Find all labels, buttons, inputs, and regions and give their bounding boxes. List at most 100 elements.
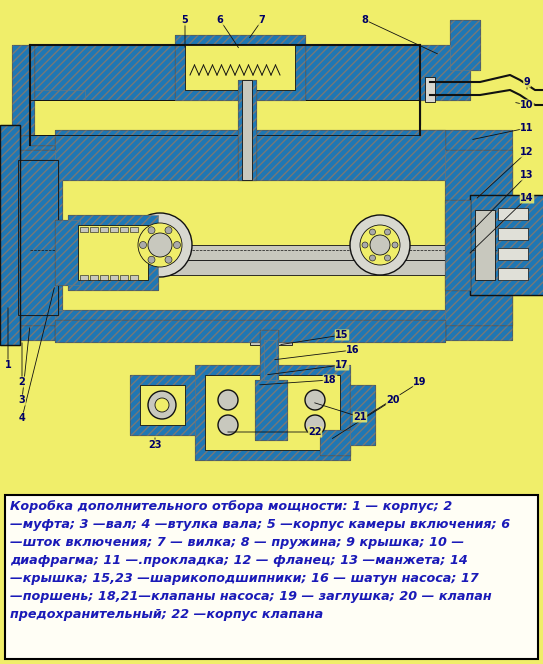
Text: 15: 15 [335, 330, 349, 340]
Circle shape [218, 415, 238, 435]
Text: 23: 23 [148, 440, 162, 450]
Bar [0, 125, 20, 345]
Circle shape [128, 213, 192, 277]
Circle shape [369, 255, 376, 261]
Text: 6: 6 [217, 15, 223, 25]
Bar [55, 220, 80, 285]
Circle shape [362, 242, 368, 248]
Bar [78, 225, 148, 280]
Bar [100, 275, 108, 280]
Bar [242, 80, 252, 180]
Circle shape [165, 256, 172, 263]
Bar [55, 260, 445, 275]
Bar [90, 275, 98, 280]
Bar [140, 385, 185, 425]
Bar [450, 20, 480, 70]
Bar [30, 45, 420, 100]
Bar [370, 100, 420, 125]
Bar [30, 45, 420, 100]
Bar [264, 340, 276, 380]
Text: 21: 21 [353, 412, 367, 422]
Text: 11: 11 [520, 123, 534, 133]
Text: 2: 2 [18, 377, 26, 387]
Bar [12, 45, 34, 135]
Bar [12, 150, 62, 325]
Bar [18, 160, 58, 315]
Bar [18, 160, 58, 315]
Text: 8: 8 [362, 15, 369, 25]
Bar [350, 385, 375, 445]
Bar [68, 215, 158, 290]
Bar [498, 208, 528, 220]
Bar [30, 90, 85, 145]
Bar [260, 330, 278, 400]
Bar [445, 150, 512, 325]
Bar [12, 130, 512, 340]
Bar [100, 227, 108, 232]
Bar [110, 227, 118, 232]
Bar [130, 275, 138, 280]
Bar [120, 227, 128, 232]
Circle shape [148, 256, 155, 263]
Text: 5: 5 [181, 15, 188, 25]
Bar [498, 268, 528, 280]
Bar [130, 227, 138, 232]
Bar [0, 125, 20, 345]
Text: 3: 3 [18, 395, 26, 405]
Bar [470, 195, 543, 295]
Bar [470, 195, 543, 295]
Bar [420, 45, 470, 100]
Bar [30, 100, 420, 135]
Text: 19: 19 [413, 377, 427, 387]
Text: Коробка дополнительного отбора мощности: 1 — корпус; 2
—муфта; 3 —вал; 4 —втулка: Коробка дополнительного отбора мощности:… [10, 500, 510, 621]
Circle shape [305, 415, 325, 435]
Bar [55, 310, 445, 340]
Circle shape [305, 390, 325, 410]
Bar [110, 275, 118, 280]
Circle shape [148, 391, 176, 419]
Circle shape [218, 390, 238, 410]
Bar [55, 320, 445, 342]
Bar [68, 215, 158, 290]
Bar [498, 228, 528, 240]
Bar [55, 245, 445, 260]
Bar [195, 365, 350, 460]
Circle shape [384, 255, 390, 261]
Circle shape [148, 233, 172, 257]
Bar [130, 375, 195, 435]
Bar [445, 150, 512, 325]
Text: 10: 10 [520, 100, 534, 110]
Bar [320, 430, 350, 455]
Text: 13: 13 [520, 170, 534, 180]
Bar [55, 150, 445, 325]
Bar [250, 320, 292, 345]
Circle shape [165, 227, 172, 234]
Text: 17: 17 [335, 360, 349, 370]
Text: 12: 12 [520, 147, 534, 157]
Bar [255, 380, 287, 440]
Circle shape [392, 242, 398, 248]
Circle shape [370, 235, 390, 255]
Bar [130, 375, 195, 435]
Bar [255, 380, 287, 440]
Bar [420, 45, 470, 100]
Bar [0, 125, 20, 345]
Bar [445, 200, 470, 290]
Text: 1: 1 [5, 360, 11, 370]
Bar [450, 20, 480, 70]
Bar [12, 130, 512, 340]
Circle shape [155, 398, 169, 412]
Circle shape [174, 242, 180, 248]
Circle shape [369, 229, 376, 235]
Bar [120, 275, 128, 280]
Bar [30, 90, 85, 145]
Bar [238, 80, 256, 180]
Text: 4: 4 [18, 413, 26, 423]
Bar [475, 210, 495, 280]
Bar [90, 227, 98, 232]
Bar [320, 430, 350, 455]
Bar [80, 275, 88, 280]
Text: 16: 16 [346, 345, 360, 355]
Bar [238, 80, 256, 180]
Bar [470, 195, 543, 295]
